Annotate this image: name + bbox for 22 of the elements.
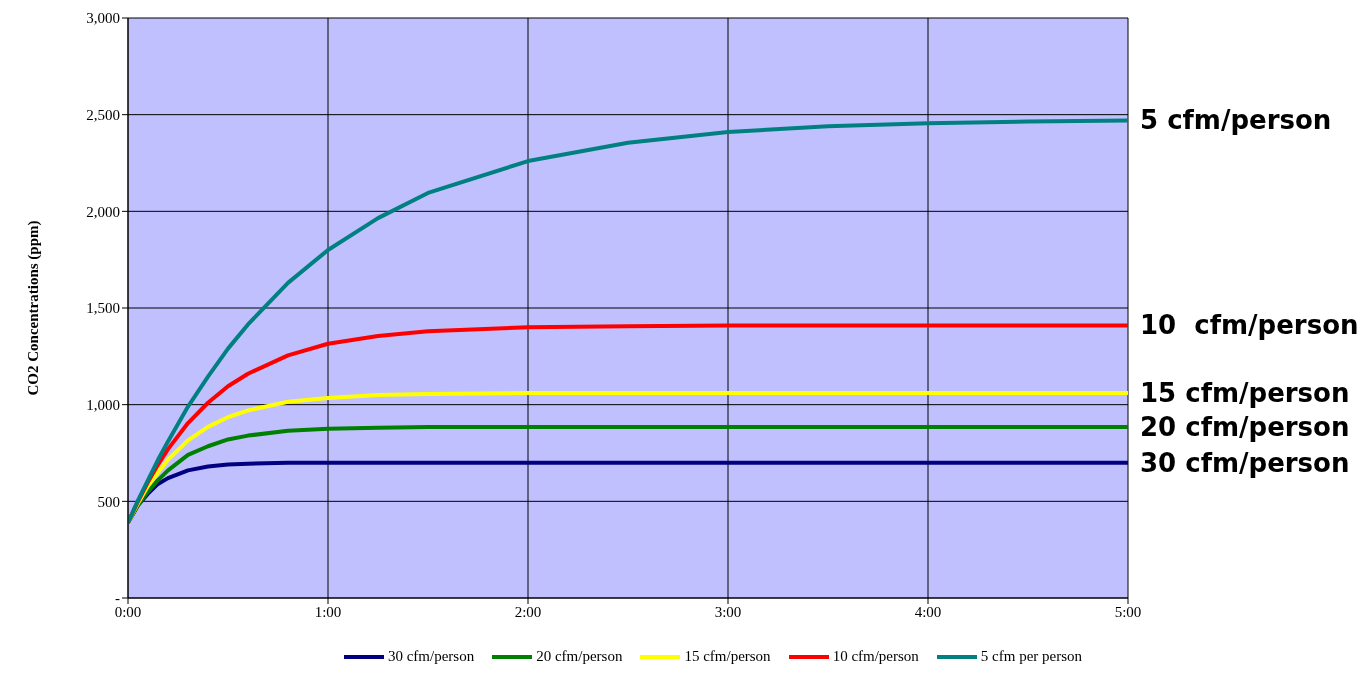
legend-label: 10 cfm/person <box>832 648 919 665</box>
y-tick-label: 1,500 <box>86 300 120 317</box>
legend-label: 15 cfm/person <box>684 648 771 665</box>
x-tick-label: 5:00 <box>1114 603 1142 620</box>
legend-label: 30 cfm/person <box>387 648 475 665</box>
text: 5 cfm/person <box>1140 105 1332 136</box>
y-tick-label: 2,500 <box>86 106 120 123</box>
y-tick-label: 1,000 <box>86 396 120 413</box>
x-tick-label: 4:00 <box>914 603 942 620</box>
text: 30 cfm/person <box>1140 447 1350 478</box>
text: 20 cfm/person <box>1140 411 1350 442</box>
legend-label: 5 cfm per person <box>980 648 1083 665</box>
y-tick-label: 2,000 <box>86 203 120 220</box>
text: 10 cfm/person <box>1140 310 1359 341</box>
x-tick-label: 2:00 <box>514 603 542 620</box>
y-tick-label: 500 <box>97 493 120 510</box>
x-tick-label: 3:00 <box>714 603 742 620</box>
x-tick-label: 1:00 <box>314 603 342 620</box>
text: 15 cfm/person <box>1140 378 1350 409</box>
y-tick-label: 3,000 <box>86 10 120 27</box>
y-axis-title: CO2 Concentrations (ppm) <box>25 220 43 396</box>
legend-label: 20 cfm/person <box>536 648 623 665</box>
